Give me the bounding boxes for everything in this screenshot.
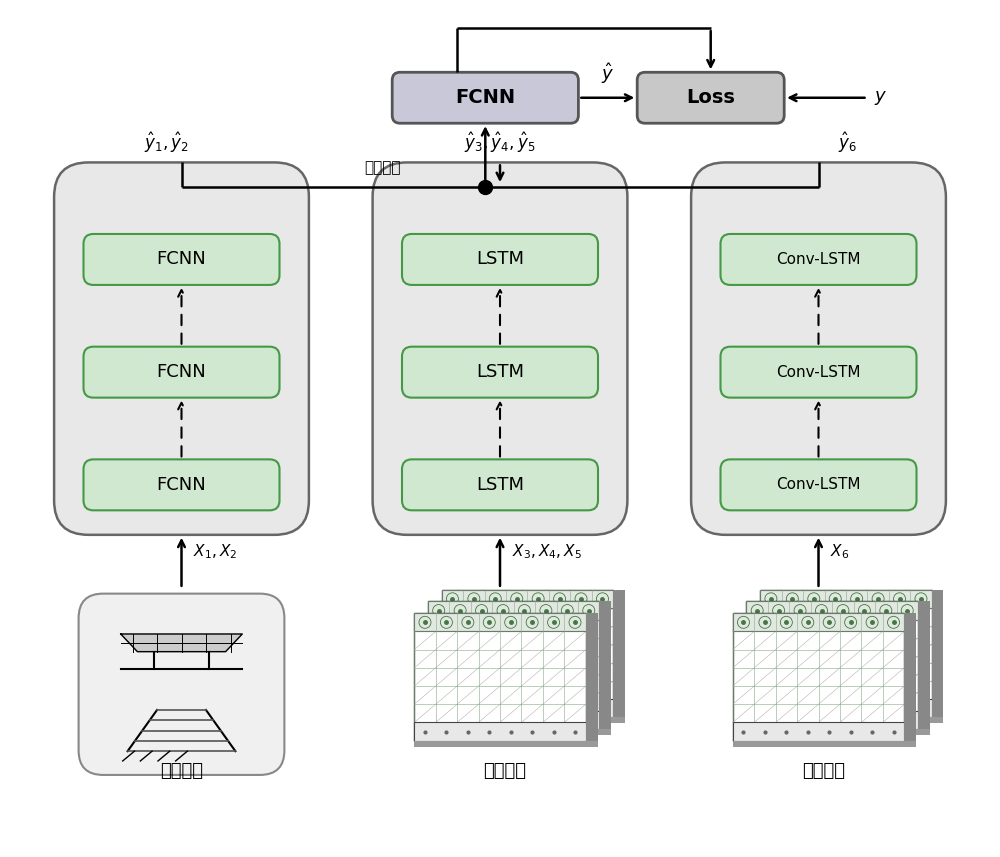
FancyBboxPatch shape	[402, 347, 598, 398]
Bar	[442, 717, 625, 723]
FancyBboxPatch shape	[720, 234, 916, 285]
FancyBboxPatch shape	[720, 459, 916, 510]
Bar	[746, 602, 918, 620]
Bar	[904, 614, 916, 740]
Bar	[733, 614, 904, 632]
Text: $\hat{y}_3,\hat{y}_4,\hat{y}_5$: $\hat{y}_3,\hat{y}_4,\hat{y}_5$	[464, 130, 536, 154]
Bar	[932, 590, 943, 717]
Bar	[442, 590, 613, 608]
Bar	[586, 614, 598, 740]
Text: Conv-LSTM: Conv-LSTM	[776, 477, 861, 493]
Text: FCNN: FCNN	[157, 363, 206, 381]
Text: Conv-LSTM: Conv-LSTM	[776, 364, 861, 380]
Text: $\hat{y}_1,\hat{y}_2$: $\hat{y}_1,\hat{y}_2$	[144, 130, 189, 154]
Bar	[442, 699, 613, 717]
Text: LSTM: LSTM	[476, 250, 524, 268]
Bar	[414, 722, 586, 740]
Bar	[760, 699, 932, 717]
Bar	[414, 614, 586, 740]
Text: $X_6$: $X_6$	[830, 542, 849, 561]
Bar	[428, 602, 599, 728]
Bar	[760, 590, 932, 608]
FancyBboxPatch shape	[54, 163, 309, 535]
Text: FCNN: FCNN	[455, 88, 515, 107]
FancyBboxPatch shape	[84, 234, 280, 285]
Bar	[428, 710, 599, 728]
Bar	[760, 590, 932, 717]
Polygon shape	[121, 634, 242, 651]
FancyBboxPatch shape	[373, 163, 627, 535]
Bar	[918, 602, 930, 728]
Text: FCNN: FCNN	[157, 250, 206, 268]
Text: $X_3,X_4,X_5$: $X_3,X_4,X_5$	[512, 542, 582, 561]
Bar	[414, 614, 586, 632]
Text: $\hat{y}$: $\hat{y}$	[601, 61, 614, 86]
Text: $\hat{y}_6$: $\hat{y}_6$	[838, 130, 857, 154]
Text: 模型融合: 模型融合	[364, 160, 401, 175]
Text: LSTM: LSTM	[476, 363, 524, 381]
FancyBboxPatch shape	[637, 72, 784, 123]
Bar	[746, 728, 930, 734]
Text: FCNN: FCNN	[157, 476, 206, 494]
Text: LSTM: LSTM	[476, 476, 524, 494]
FancyBboxPatch shape	[392, 72, 578, 123]
Text: Conv-LSTM: Conv-LSTM	[776, 252, 861, 267]
FancyBboxPatch shape	[84, 459, 280, 510]
FancyBboxPatch shape	[402, 459, 598, 510]
Bar	[414, 740, 598, 746]
Text: 静态数据: 静态数据	[160, 762, 203, 780]
Bar	[733, 614, 904, 740]
Text: $y$: $y$	[874, 89, 888, 107]
FancyBboxPatch shape	[79, 594, 284, 775]
Bar	[599, 602, 611, 728]
Text: Loss: Loss	[686, 88, 735, 107]
Bar	[613, 590, 625, 717]
Bar	[733, 740, 916, 746]
Bar	[428, 602, 599, 620]
FancyBboxPatch shape	[691, 163, 946, 535]
FancyBboxPatch shape	[720, 347, 916, 398]
FancyBboxPatch shape	[402, 234, 598, 285]
Bar	[442, 590, 613, 717]
Text: 时空数据: 时空数据	[802, 762, 845, 780]
FancyBboxPatch shape	[84, 347, 280, 398]
Bar	[428, 728, 611, 734]
Bar	[760, 717, 943, 723]
Bar	[746, 710, 918, 728]
Text: $X_1,X_2$: $X_1,X_2$	[193, 542, 238, 561]
Bar	[733, 722, 904, 740]
Text: 时间序列: 时间序列	[483, 762, 526, 780]
Bar	[746, 602, 918, 728]
